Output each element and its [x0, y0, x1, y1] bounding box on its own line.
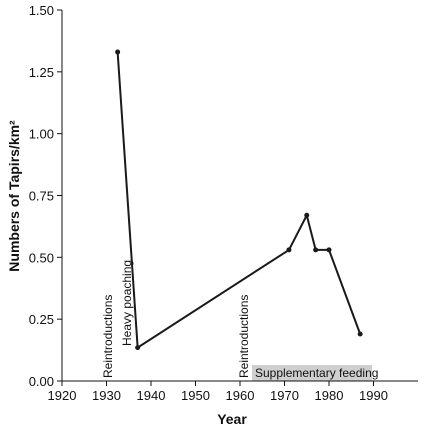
y-tick-label: 0.75: [29, 189, 54, 204]
y-tick-label: 1.25: [29, 65, 54, 80]
x-tick-label: 1940: [137, 388, 166, 403]
data-point: [115, 49, 121, 55]
y-tick-label: 0.00: [29, 374, 54, 389]
y-tick-label: 0.25: [29, 312, 54, 327]
x-tick-label: 1980: [315, 388, 344, 403]
annotation: Reintroductions: [101, 295, 115, 378]
annotation-box: [252, 365, 372, 381]
x-tick-label: 1930: [92, 388, 121, 403]
annotation: Supplementary feeding: [255, 366, 378, 380]
y-axis-title: Numbers of Tapirs/km²: [6, 120, 22, 272]
y-tick-label: 0.50: [29, 250, 54, 265]
annotation: Heavy poaching: [120, 260, 134, 346]
annotation: Reintroductions: [237, 295, 251, 378]
data-point: [135, 345, 141, 351]
data-point: [286, 247, 292, 253]
x-axis-title: Year: [217, 411, 247, 427]
data-point: [304, 212, 310, 218]
x-tick-label: 1990: [359, 388, 388, 403]
x-tick-label: 1920: [48, 388, 77, 403]
data-point: [313, 247, 319, 253]
data-point: [326, 247, 332, 253]
y-tick-label: 1.00: [29, 127, 54, 142]
x-tick-label: 1970: [270, 388, 299, 403]
y-tick-label: 1.50: [29, 3, 54, 18]
data-point: [357, 331, 363, 337]
x-tick-label: 1960: [226, 388, 255, 403]
x-tick-label: 1950: [181, 388, 210, 403]
